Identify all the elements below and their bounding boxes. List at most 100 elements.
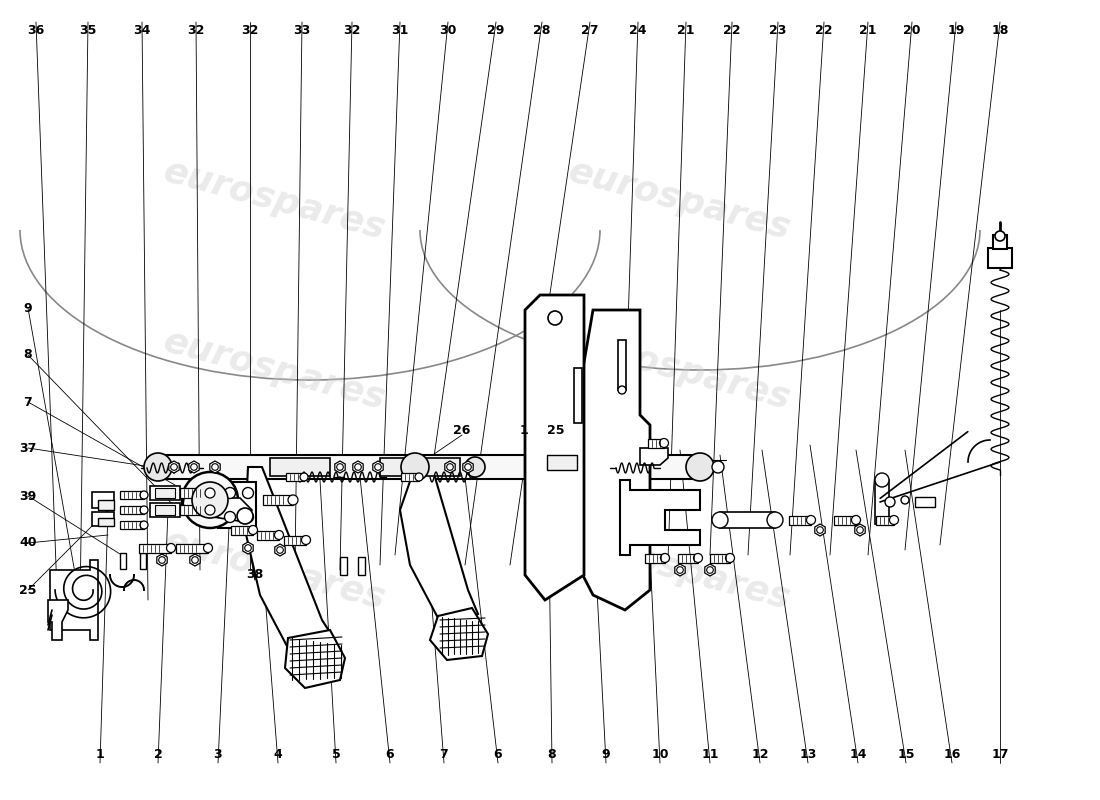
Text: 2: 2 (154, 749, 163, 762)
Circle shape (242, 511, 253, 522)
Circle shape (402, 453, 429, 481)
Circle shape (676, 566, 683, 574)
Circle shape (140, 506, 148, 514)
Circle shape (354, 464, 361, 470)
Circle shape (277, 546, 284, 554)
Polygon shape (463, 461, 473, 473)
Bar (150, 486, 180, 500)
Text: 26: 26 (453, 423, 471, 437)
Circle shape (706, 566, 713, 574)
Text: 34: 34 (133, 23, 151, 37)
Circle shape (337, 464, 343, 470)
Circle shape (375, 464, 382, 470)
Circle shape (726, 554, 735, 562)
Text: 31: 31 (392, 23, 409, 37)
Circle shape (996, 231, 1005, 241)
Bar (789, 515, 811, 525)
Text: 15: 15 (898, 749, 915, 762)
Circle shape (224, 511, 235, 522)
Text: 14: 14 (849, 749, 867, 762)
Bar (988, 248, 1012, 268)
Circle shape (191, 557, 198, 563)
Text: 36: 36 (28, 23, 45, 37)
Circle shape (712, 512, 728, 528)
Polygon shape (430, 608, 488, 660)
Text: 32: 32 (241, 23, 258, 37)
Text: 19: 19 (947, 23, 965, 37)
Bar (176, 543, 208, 553)
Text: 21: 21 (859, 23, 877, 37)
Text: 35: 35 (79, 23, 97, 37)
Text: 7: 7 (440, 749, 449, 762)
Bar (874, 480, 889, 524)
Bar (547, 455, 578, 470)
Circle shape (816, 526, 823, 534)
Circle shape (464, 464, 471, 470)
Text: eurospares: eurospares (565, 154, 795, 246)
Text: 28: 28 (534, 23, 551, 37)
Text: 38: 38 (246, 569, 264, 582)
Text: eurospares: eurospares (565, 324, 795, 416)
Text: 33: 33 (294, 23, 310, 37)
Circle shape (548, 311, 562, 325)
Circle shape (211, 464, 218, 470)
Polygon shape (525, 295, 584, 600)
Text: eurospares: eurospares (161, 154, 389, 246)
Polygon shape (575, 310, 650, 610)
Bar (155, 488, 175, 498)
Text: 5: 5 (331, 749, 340, 762)
Bar (92, 512, 114, 526)
Circle shape (465, 457, 485, 477)
Text: eurospares: eurospares (161, 324, 389, 416)
Circle shape (857, 526, 864, 534)
Polygon shape (285, 630, 345, 688)
Circle shape (144, 453, 172, 481)
Polygon shape (189, 461, 199, 473)
Circle shape (300, 473, 308, 481)
Circle shape (205, 488, 214, 498)
Bar (402, 473, 419, 481)
Text: 1: 1 (519, 423, 528, 437)
Text: 11: 11 (702, 749, 718, 762)
Bar (140, 553, 146, 569)
Polygon shape (815, 524, 825, 536)
Bar (120, 553, 127, 569)
Bar (720, 512, 775, 528)
Text: 6: 6 (386, 749, 394, 762)
Text: 6: 6 (494, 749, 503, 762)
Bar (340, 557, 346, 575)
Polygon shape (48, 600, 68, 640)
Bar (92, 492, 114, 508)
Text: 16: 16 (944, 749, 960, 762)
Circle shape (140, 491, 148, 499)
Text: 32: 32 (187, 23, 205, 37)
Bar (180, 488, 210, 498)
Circle shape (618, 386, 626, 394)
Bar (648, 438, 664, 447)
Polygon shape (373, 461, 383, 473)
Bar (150, 503, 180, 517)
Circle shape (693, 554, 703, 562)
Text: 3: 3 (213, 749, 222, 762)
Text: 9: 9 (24, 302, 32, 314)
Polygon shape (640, 448, 668, 465)
Bar (678, 554, 698, 562)
Bar (263, 495, 293, 505)
Circle shape (660, 554, 670, 562)
Circle shape (890, 515, 899, 525)
Circle shape (874, 473, 889, 487)
Polygon shape (275, 544, 285, 556)
Bar (120, 506, 144, 514)
Text: 9: 9 (602, 749, 610, 762)
Text: 12: 12 (751, 749, 769, 762)
Bar (834, 515, 856, 525)
Text: 25: 25 (548, 423, 564, 437)
Circle shape (660, 438, 669, 447)
Circle shape (886, 497, 895, 507)
Polygon shape (620, 480, 700, 555)
Circle shape (806, 515, 815, 525)
Bar (876, 515, 894, 525)
Polygon shape (245, 467, 336, 660)
Bar (710, 554, 730, 562)
Polygon shape (400, 467, 478, 626)
